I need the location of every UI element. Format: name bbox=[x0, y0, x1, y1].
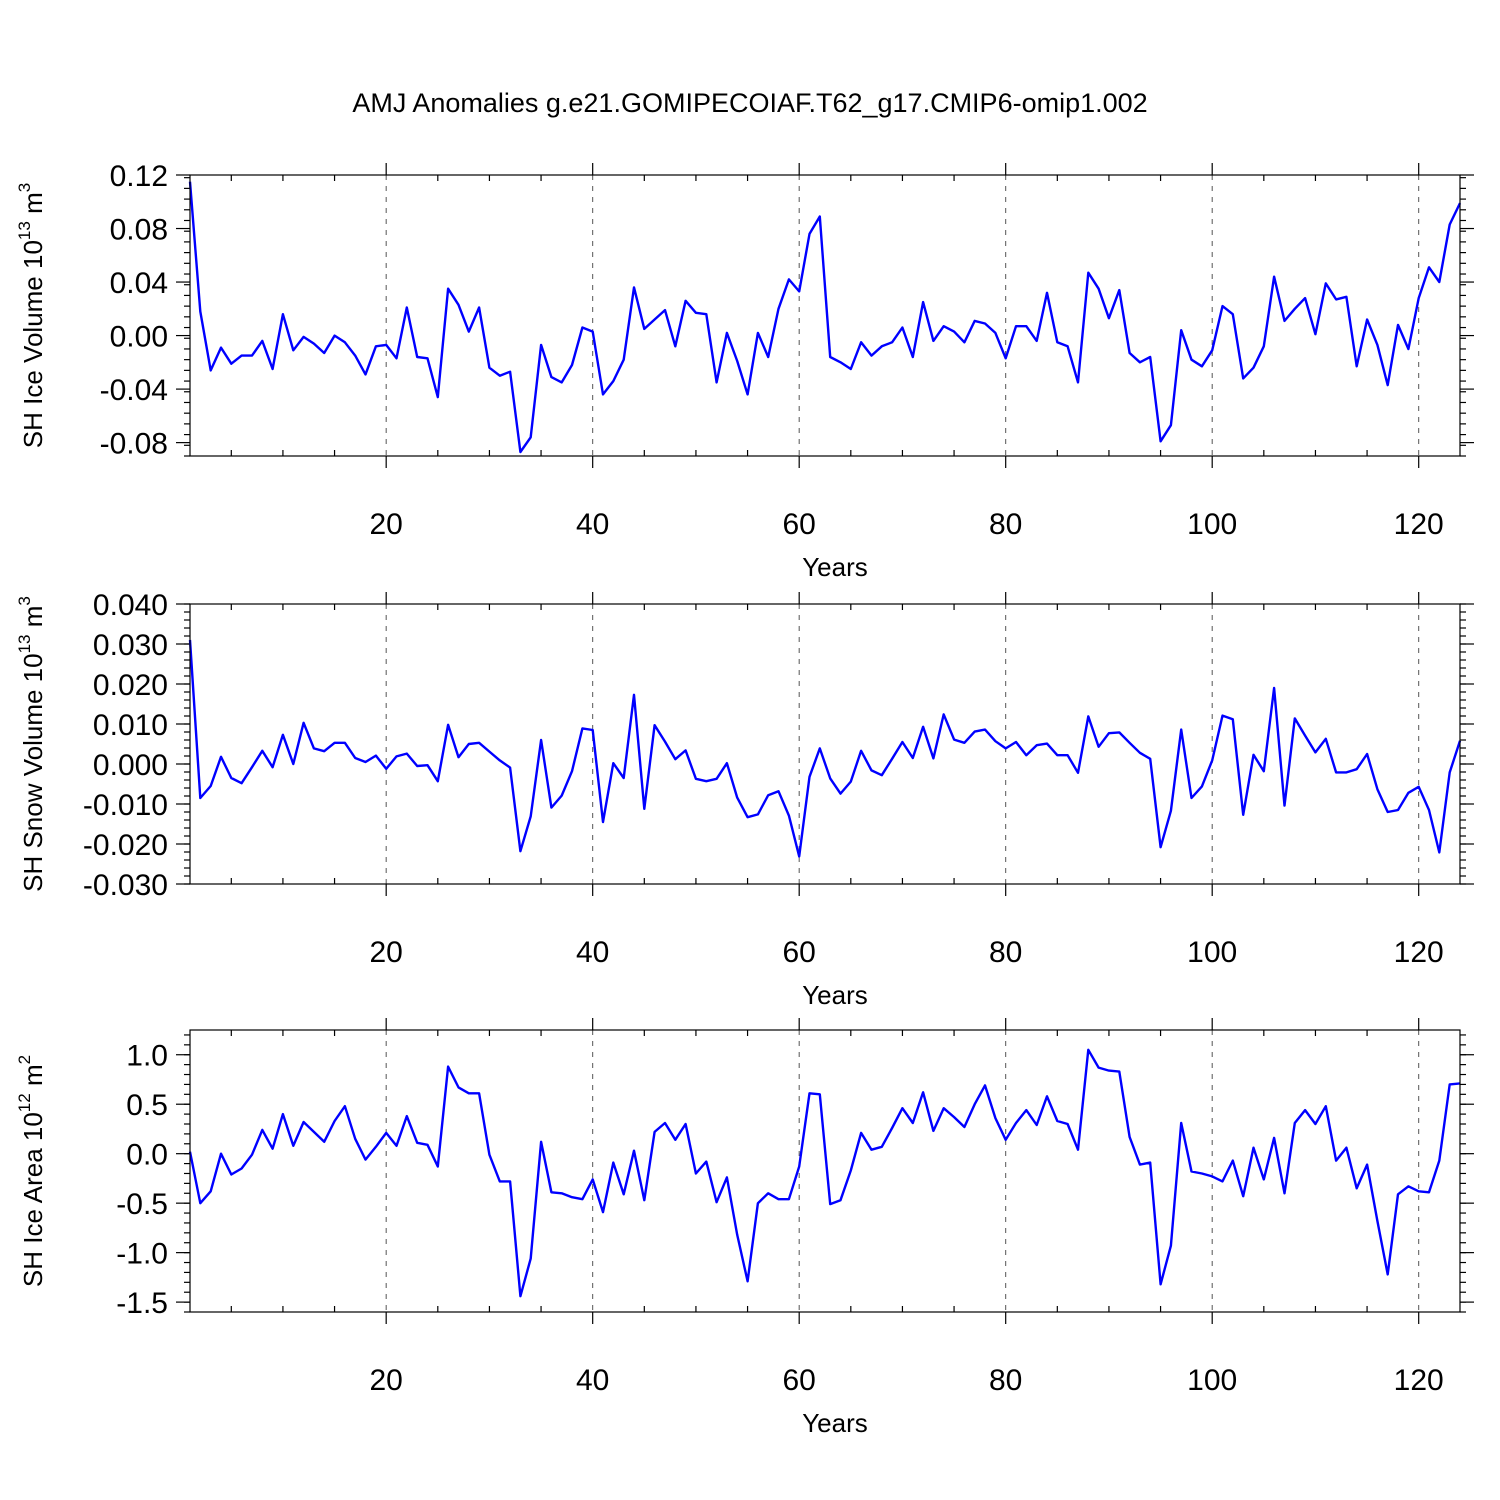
x-tick-label: 60 bbox=[782, 508, 815, 541]
y-axis-label: SH Ice Area 1012 m2 bbox=[15, 1055, 48, 1287]
x-tick-label: 100 bbox=[1187, 936, 1237, 969]
x-tick-label: 120 bbox=[1394, 936, 1444, 969]
y-tick-label: 0.020 bbox=[93, 669, 168, 702]
x-tick-label: 60 bbox=[782, 1364, 815, 1397]
x-tick-label: 80 bbox=[989, 1364, 1022, 1397]
series-line bbox=[188, 639, 1462, 858]
x-tick-label: 20 bbox=[369, 936, 402, 969]
y-tick-label: 0.010 bbox=[93, 709, 168, 742]
x-tick-label: 120 bbox=[1394, 1364, 1444, 1397]
plot-frame bbox=[189, 1029, 1461, 1313]
y-tick-label: -0.010 bbox=[83, 789, 168, 822]
x-axis-label: Years bbox=[802, 552, 868, 582]
x-tick-label: 40 bbox=[576, 936, 609, 969]
y-tick-label: -1.0 bbox=[116, 1238, 168, 1271]
y-tick-label: -0.030 bbox=[83, 869, 168, 902]
x-tick-label: 20 bbox=[369, 1364, 402, 1397]
y-tick-label: 0.000 bbox=[93, 749, 168, 782]
panel-3: 20 40 60 80 100 120 -1.5 -1.0 -0.5 0.0 0.5 1.0 Years… bbox=[15, 1018, 1474, 1438]
x-axis-label: Years bbox=[802, 1408, 868, 1438]
y-tick-label: 1.0 bbox=[126, 1040, 168, 1073]
series-line bbox=[188, 181, 1462, 454]
y-axis-label: SH Snow Volume 1013 m3 bbox=[15, 596, 48, 892]
plot-frame bbox=[189, 174, 1461, 457]
panels: 20 40 60 80 100 120 -0.08 -0.04 0.00 0.04 0.08 0.12… bbox=[15, 160, 1474, 1438]
y-tick-label: -1.5 bbox=[116, 1287, 168, 1320]
x-axis-label: Years bbox=[802, 980, 868, 1010]
x-tick-label: 80 bbox=[989, 508, 1022, 541]
y-tick-label: 0.5 bbox=[126, 1089, 168, 1122]
y-tick-label: -0.08 bbox=[100, 428, 168, 461]
y-axis-label: SH Ice Volume 1013 m3 bbox=[15, 183, 48, 448]
y-tick-label: -0.04 bbox=[100, 374, 168, 407]
y-tick-label: 0.12 bbox=[110, 160, 168, 193]
panel-2: 20 40 60 80 100 120 -0.030 -0.020 -0.010 0.000 0.0… bbox=[15, 589, 1474, 1010]
y-tick-label: -0.5 bbox=[116, 1188, 168, 1221]
x-tick-label: 100 bbox=[1187, 1364, 1237, 1397]
x-tick-label: 120 bbox=[1394, 508, 1444, 541]
x-tick-label: 60 bbox=[782, 936, 815, 969]
series-line bbox=[188, 1048, 1461, 1298]
panel-1: 20 40 60 80 100 120 -0.08 -0.04 0.00 0.04 0.08 0.12… bbox=[15, 160, 1474, 582]
x-tick-label: 80 bbox=[989, 936, 1022, 969]
y-tick-label: 0.030 bbox=[93, 629, 168, 662]
figure-title: AMJ Anomalies g.e21.GOMIPECOIAF.T62_g17.… bbox=[352, 88, 1147, 118]
x-tick-label: 40 bbox=[576, 508, 609, 541]
y-tick-label: 0.0 bbox=[126, 1139, 168, 1172]
plot-frame bbox=[189, 603, 1461, 885]
y-tick-label: 0.08 bbox=[110, 214, 168, 247]
y-tick-label: 0.040 bbox=[93, 589, 168, 622]
x-tick-label: 20 bbox=[369, 508, 402, 541]
y-tick-label: 0.00 bbox=[110, 321, 168, 354]
x-tick-label: 40 bbox=[576, 1364, 609, 1397]
x-tick-label: 100 bbox=[1187, 508, 1237, 541]
y-tick-label: 0.04 bbox=[110, 267, 168, 300]
y-tick-label: -0.020 bbox=[83, 829, 168, 862]
